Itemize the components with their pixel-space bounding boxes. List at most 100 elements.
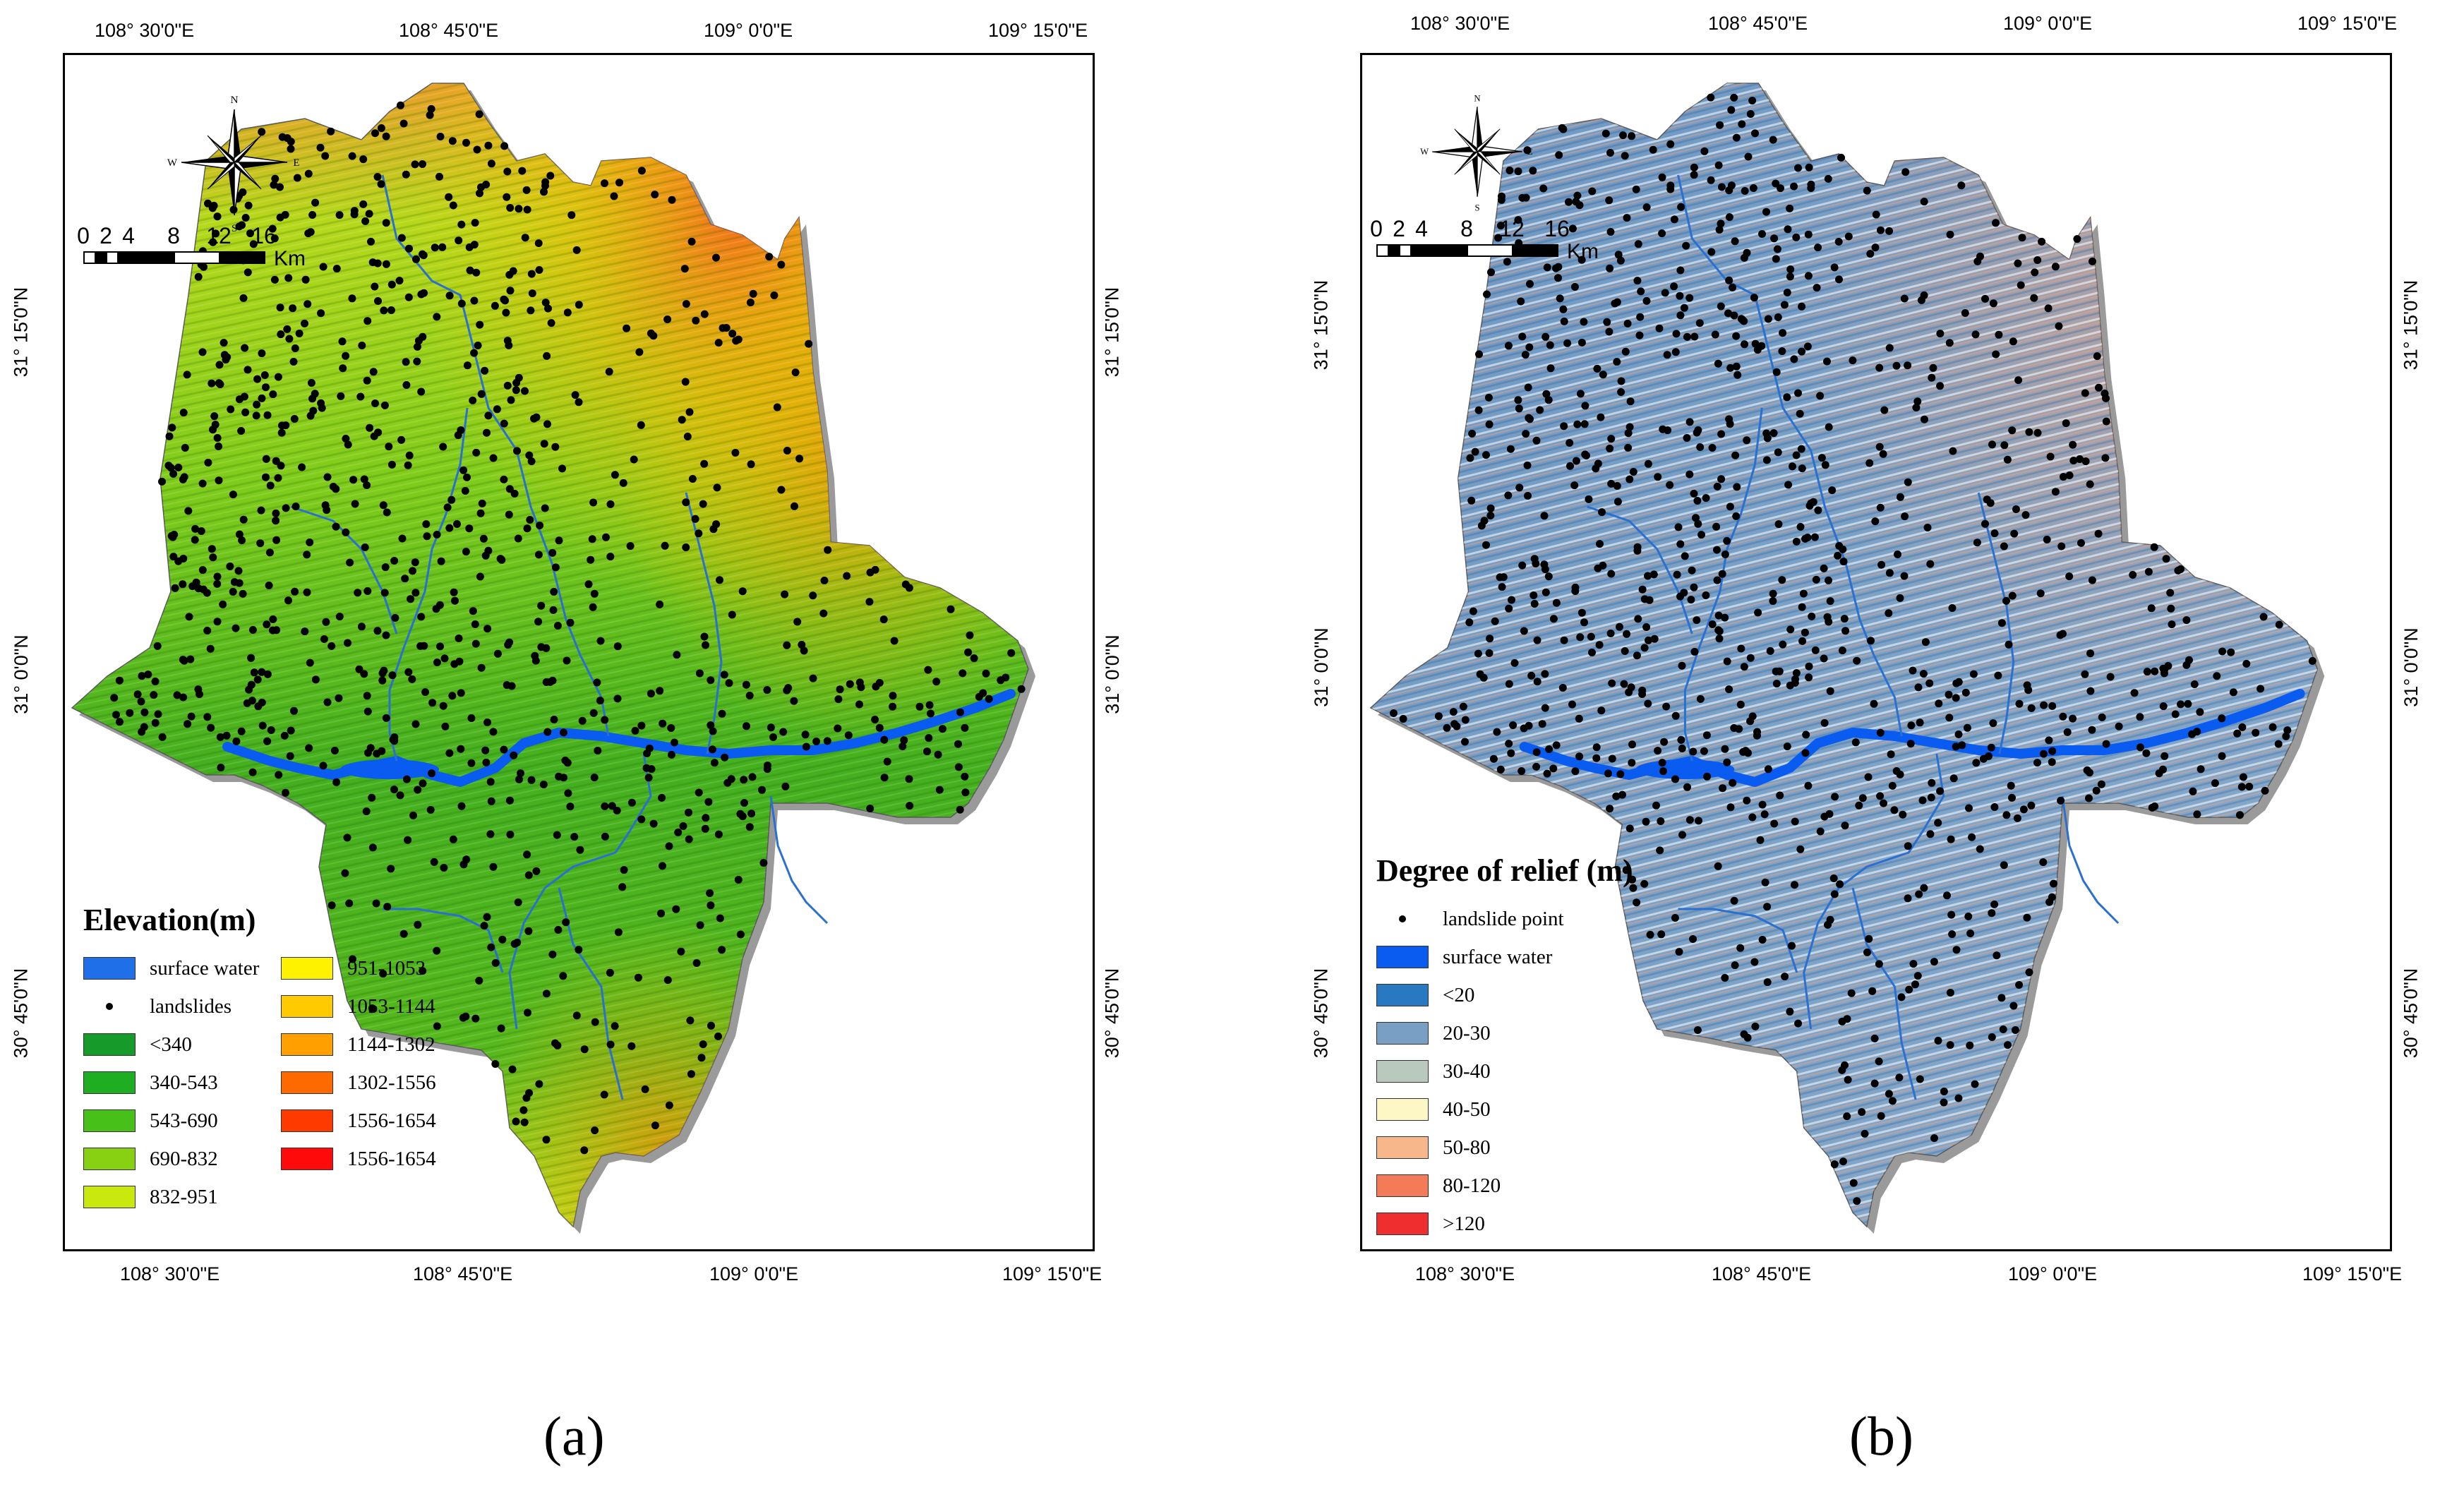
landslide-dot <box>1623 214 1631 222</box>
landslide-dot <box>1687 596 1695 604</box>
landslide-dot <box>866 805 875 813</box>
landslide-dot <box>371 399 379 407</box>
left-tick-b-3: 30° 45'0"N <box>1310 968 1332 1059</box>
landslide-dot <box>1532 762 1541 771</box>
landslide-dot <box>548 676 557 685</box>
landslide-dot <box>263 620 271 629</box>
landslide-dot <box>1629 468 1637 476</box>
landslide-dot <box>463 473 471 481</box>
landslide-dot <box>247 654 256 662</box>
landslide-dot <box>659 719 667 728</box>
landslide-dot <box>708 745 716 754</box>
landslide-dot <box>1814 243 1822 252</box>
landslide-dot <box>627 798 636 807</box>
landslide-dot <box>1541 332 1550 341</box>
landslide-dot <box>1664 426 1672 435</box>
landslide-dot <box>1778 576 1786 584</box>
landslide-dot <box>925 734 933 742</box>
landslide-dot <box>575 301 583 309</box>
landslide-dot <box>283 325 292 333</box>
landslide-dot <box>1543 769 1551 778</box>
landslide-dot <box>2193 810 2201 819</box>
landslide-dot <box>2069 714 2077 723</box>
landslide-dot <box>462 548 470 556</box>
landslide-dot <box>1820 564 1828 572</box>
landslide-dot <box>457 689 465 697</box>
landslide-dot <box>405 451 414 459</box>
landslide-dot <box>457 426 465 434</box>
landslide-dot <box>1816 392 1825 400</box>
landslide-dot <box>235 222 244 231</box>
tributary <box>1977 492 2015 754</box>
landslide-dot <box>402 381 411 389</box>
landslide-dot <box>1621 647 1629 655</box>
landslide-dot <box>1725 415 1733 423</box>
study-area-region <box>1369 83 2319 1228</box>
landslide-dot <box>961 772 969 781</box>
landslide-dot <box>363 317 372 325</box>
landslide-dot <box>1871 243 1880 252</box>
landslide-dot <box>493 405 501 414</box>
landslide-dot <box>2092 786 2101 795</box>
landslide-dot <box>2184 699 2192 708</box>
landslide-dot <box>388 671 397 680</box>
landslide-dot <box>335 613 344 621</box>
landslide-dot <box>542 989 551 998</box>
landslide-dot <box>1689 747 1697 756</box>
landslide-dot <box>2238 723 2247 731</box>
landslide-dot <box>473 145 481 154</box>
landslide-dot <box>927 709 934 718</box>
landslide-dot <box>198 566 207 574</box>
landslide-dot <box>1515 483 1524 492</box>
landslide-dot <box>1916 1075 1924 1083</box>
landslide-dot <box>1713 576 1721 584</box>
landslide-dot <box>1880 799 1887 807</box>
landslide-dot <box>1947 910 1956 919</box>
landslide-dot <box>248 768 257 776</box>
landslide-dot <box>1716 121 1724 129</box>
landslide-dot <box>2025 428 2033 436</box>
landslide-dot <box>566 802 575 811</box>
landslide-dot <box>1599 561 1607 570</box>
landslide-dot <box>1921 415 1928 423</box>
landslide-dot <box>290 706 298 715</box>
landslide-dot <box>1637 287 1645 296</box>
landslide-dot <box>1546 364 1555 373</box>
landslide-dot <box>522 1094 531 1102</box>
landslide-dot <box>383 508 391 517</box>
landslide-dot <box>1539 184 1548 193</box>
landslide-dot <box>906 802 914 810</box>
landslide-dot <box>290 415 299 423</box>
landslide-dot <box>1554 263 1563 271</box>
landslide-dot <box>534 239 543 248</box>
landslide-dot <box>1656 846 1664 855</box>
landslide-dot <box>411 720 420 728</box>
landslide-dot <box>449 835 457 843</box>
landslide-dot <box>721 753 729 762</box>
landslide-dot <box>601 802 609 810</box>
landslide-dot <box>524 871 533 879</box>
landslide-dot <box>2242 660 2251 668</box>
landslide-dot <box>1565 198 1573 206</box>
landslide-dot <box>1914 683 1923 692</box>
landslide-dot <box>2036 589 2045 598</box>
landslide-dot <box>475 977 483 985</box>
landslide-dot <box>1781 973 1789 981</box>
landslide-dot <box>1540 560 1549 569</box>
landslide-dot <box>1838 1017 1846 1025</box>
landslide-dot <box>1763 978 1772 987</box>
landslide-dot <box>661 541 669 550</box>
landslide-dot <box>1911 980 1919 989</box>
landslide-dot <box>1628 740 1636 749</box>
landslide-dot <box>414 920 422 929</box>
landslide-dot <box>2004 1041 2012 1049</box>
landslide-dot <box>470 296 479 305</box>
landslide-dot <box>637 421 645 429</box>
landslide-dot <box>213 572 222 581</box>
landslide-dot <box>1750 958 1759 966</box>
landslide-dot <box>541 504 549 512</box>
landslide-dot <box>207 723 215 732</box>
landslide-dot <box>714 1032 722 1040</box>
landslide-dot <box>1621 347 1630 356</box>
landslide-dot <box>262 455 270 463</box>
